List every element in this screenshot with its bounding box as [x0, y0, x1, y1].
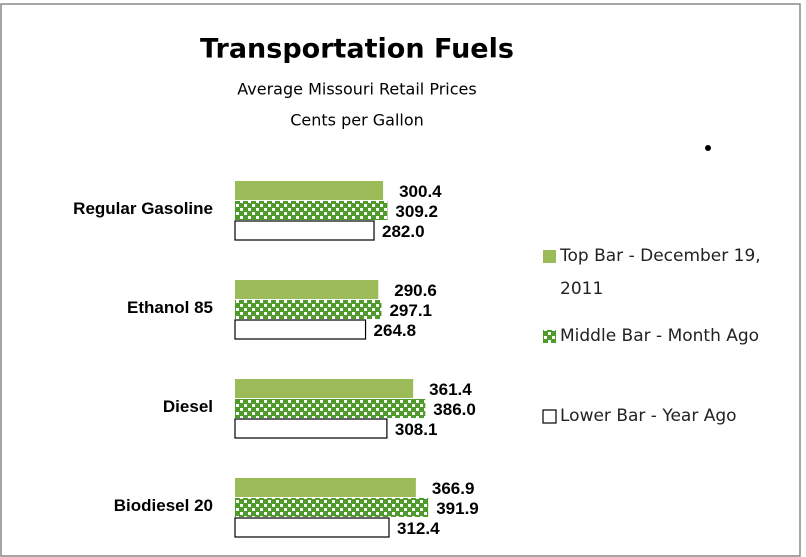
value-label: 309.2: [395, 202, 438, 221]
bar: [235, 181, 384, 200]
value-label: 282.0: [382, 222, 425, 241]
value-label: 290.6: [394, 281, 437, 300]
value-label: 361.4: [429, 380, 472, 399]
category-label: Regular Gasoline: [73, 199, 213, 218]
legend-swatch: [543, 250, 556, 263]
bar: [234, 220, 375, 241]
value-label: 300.4: [399, 182, 442, 201]
bar: [234, 319, 367, 340]
bar: [235, 201, 388, 220]
bar: [235, 300, 382, 319]
bar: [235, 280, 379, 299]
chart-subtitle: Average Missouri Retail Prices: [237, 80, 476, 99]
value-label: 391.9: [436, 499, 479, 518]
value-label: 386.0: [433, 400, 476, 419]
bar: [235, 478, 416, 497]
bullet: [705, 145, 711, 151]
value-label: 366.9: [432, 479, 475, 498]
chart-frame: [0, 3, 801, 557]
bar: [235, 498, 429, 517]
bar: [234, 418, 388, 439]
chart-subtitle: Cents per Gallon: [290, 111, 424, 130]
legend-label: Lower Bar - Year Ago: [560, 406, 737, 426]
legend-swatch: [543, 330, 556, 343]
chart-title: Transportation Fuels: [200, 34, 514, 65]
category-label: Ethanol 85: [127, 298, 213, 317]
category-label: Biodiesel 20: [114, 496, 213, 515]
legend-swatch: [542, 409, 557, 424]
legend-label: Middle Bar - Month Ago: [560, 326, 760, 346]
legend-label: Top Bar - December 19, 2011: [560, 246, 761, 299]
bar: [235, 399, 426, 418]
value-label: 264.8: [374, 321, 417, 340]
value-label: 297.1: [389, 301, 432, 320]
value-label: 308.1: [395, 420, 438, 439]
value-label: 312.4: [397, 519, 440, 538]
bar: [234, 517, 390, 538]
category-label: Diesel: [163, 397, 213, 416]
bar: [235, 379, 414, 398]
